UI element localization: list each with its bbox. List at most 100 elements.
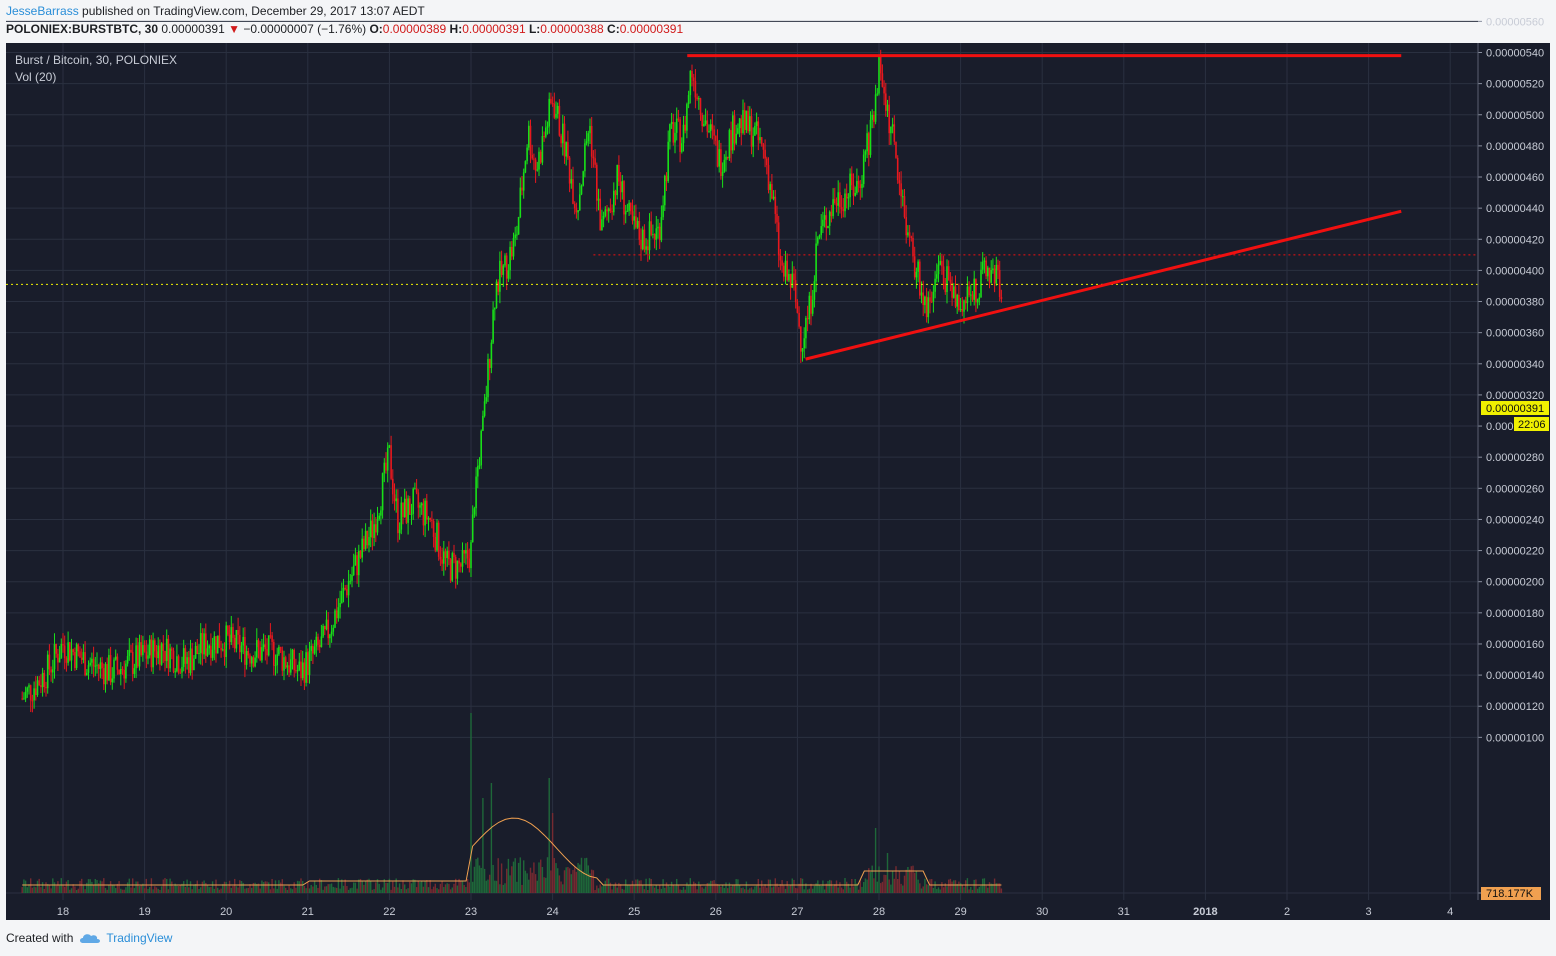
candle-body [745,110,748,130]
volume-bar [242,882,244,893]
volume-bar [582,871,584,893]
volume-bar [710,880,712,893]
candle-body [619,181,622,193]
candle-body [67,642,69,663]
candle-body [443,551,445,564]
volume-bar [432,886,435,893]
candle-body [305,652,307,683]
candle-body [77,644,80,652]
volume-bar [565,867,567,893]
candle-body [414,488,416,490]
candle-body [725,156,727,160]
candle-body [490,342,493,368]
candle-body [63,645,66,659]
volume-bar [404,884,406,893]
volume-bar [954,880,957,893]
volume-bar [562,884,564,893]
tradingview-link[interactable]: TradingView [79,931,172,945]
volume-bar [140,885,142,893]
volume-bar [619,884,622,893]
candle-body [502,265,505,275]
price-tick-label: 0.00000380 [1486,297,1544,309]
last-price: 0.00000391 [161,22,225,36]
candle-body [259,647,261,661]
chart-area[interactable] [6,43,1478,900]
price-axis[interactable] [1478,43,1550,900]
candle-body [669,124,671,142]
candle-body [942,266,945,284]
time-tick-label: 22 [383,906,395,918]
time-axis[interactable] [6,900,1550,920]
candle-body [252,657,255,667]
volume-bar [737,879,739,893]
volume-bar [643,889,646,893]
candle-body [475,476,477,509]
candle-body [488,359,491,368]
volume-bar [563,870,566,893]
candle-body [101,662,103,669]
candle-body [278,646,280,655]
candle-body [573,203,576,209]
down-arrow-icon: ▼ [228,22,240,36]
candle-body [917,261,919,272]
candle-body [743,110,746,130]
volume-bar [528,879,530,893]
candle-body [332,627,335,632]
volume-bar [325,886,328,893]
candle-body [509,246,511,271]
volume-bar [499,884,501,893]
candles [21,49,1003,713]
candle-body [378,515,380,519]
volume-bar [154,886,156,893]
candle-body [582,171,584,186]
candle-body [269,635,272,637]
candle-body [592,156,595,159]
candle-body [832,199,834,217]
candle-body [511,246,513,257]
author-link[interactable]: JesseBarrass [6,4,79,18]
candle-body [912,237,914,257]
candle-body [392,478,394,495]
volume-bar [276,888,278,893]
candle-body [205,633,207,656]
volume-bar [115,888,117,893]
price-tick-label: 0.00000120 [1486,701,1544,713]
candle-body [424,500,426,526]
candle-body [988,267,991,283]
volume-bar [932,887,935,893]
candle-body [801,348,804,352]
volume-bar [35,887,37,893]
candle-body [186,657,188,664]
candle-body [133,668,136,674]
volume-bar [953,880,955,893]
volume-bar [545,877,547,893]
candle-body [55,643,57,654]
volume-bar [157,888,159,893]
candle-body [915,271,918,278]
candle-body [975,278,977,303]
candle-body [373,524,375,538]
volume-bar [315,884,317,893]
volume-bar [189,881,192,893]
candle-body [70,649,73,661]
volume-bar [810,883,812,893]
candle-body [352,565,355,575]
high-value: 0.00000391 [462,22,526,36]
volume-bar [551,813,554,893]
time-tick-label: 3 [1366,906,1372,918]
candle-body [811,299,814,314]
volume-bar [188,887,190,893]
volume-bar [721,885,724,893]
candle-body [444,551,447,559]
candle-body [640,239,642,250]
volume-bar [550,870,552,893]
volume-bar [905,869,907,893]
candle-body [604,209,607,216]
volume-bar [883,874,885,893]
price-tick-label: 0.00000320 [1486,390,1544,402]
volume-bar [313,880,316,893]
candle-body [900,183,902,197]
volume-bars [21,713,1003,893]
candle-body [466,550,469,559]
